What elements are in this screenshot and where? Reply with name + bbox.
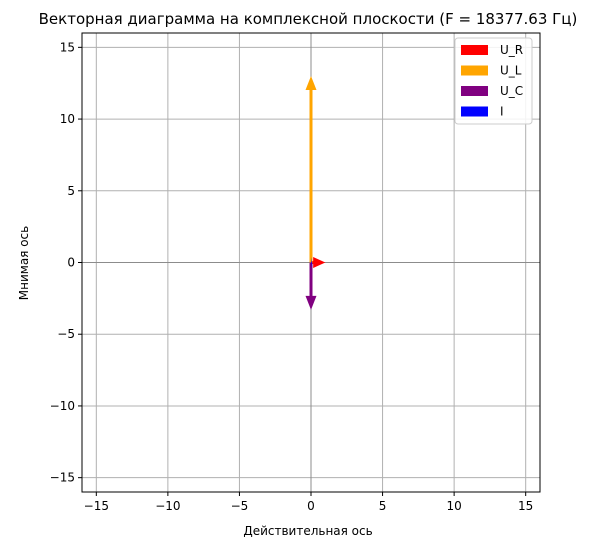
y-tick-label: −10 — [50, 399, 75, 413]
chart-title: Векторная диаграмма на комплексной плоск… — [39, 10, 578, 28]
legend-swatch-U_R — [461, 45, 488, 55]
vectors — [305, 76, 326, 310]
legend-swatch-I — [461, 106, 488, 117]
y-tick-label: 0 — [67, 256, 75, 270]
x-tick-label: 10 — [446, 499, 461, 513]
y-tick-label: 15 — [60, 40, 75, 54]
legend-label: I — [500, 105, 504, 119]
legend-swatch-U_L — [461, 65, 488, 76]
legend: U_R U_L U_C I — [454, 37, 533, 125]
y-tick-label: −5 — [57, 327, 75, 341]
y-axis-label: Мнимая ось — [17, 226, 31, 300]
legend-label: U_L — [500, 64, 522, 78]
y-tick-label: −15 — [50, 471, 75, 485]
y-tick-label: 5 — [67, 184, 75, 198]
x-tick-label: −5 — [231, 499, 249, 513]
x-tick-label: −10 — [155, 499, 180, 513]
vector-I — [311, 257, 312, 268]
vector-U_R — [311, 257, 326, 268]
y-tick-label: 10 — [60, 112, 75, 126]
vector-U_L — [305, 76, 317, 263]
x-tick-label: 5 — [379, 499, 387, 513]
y-axis-ticks: −15 −10 −5 0 5 10 15 — [50, 40, 82, 485]
x-tick-label: −15 — [84, 499, 109, 513]
legend-box — [454, 37, 533, 125]
legend-label: U_C — [500, 84, 523, 98]
vector-U_C — [305, 262, 317, 310]
x-axis-label: Действительная ось — [243, 524, 372, 538]
x-axis-ticks: −15 −10 −5 0 5 10 15 — [84, 492, 533, 513]
legend-label: U_R — [500, 43, 523, 57]
legend-swatch-U_C — [461, 86, 488, 96]
x-tick-label: 15 — [518, 499, 533, 513]
x-tick-label: 0 — [307, 499, 315, 513]
